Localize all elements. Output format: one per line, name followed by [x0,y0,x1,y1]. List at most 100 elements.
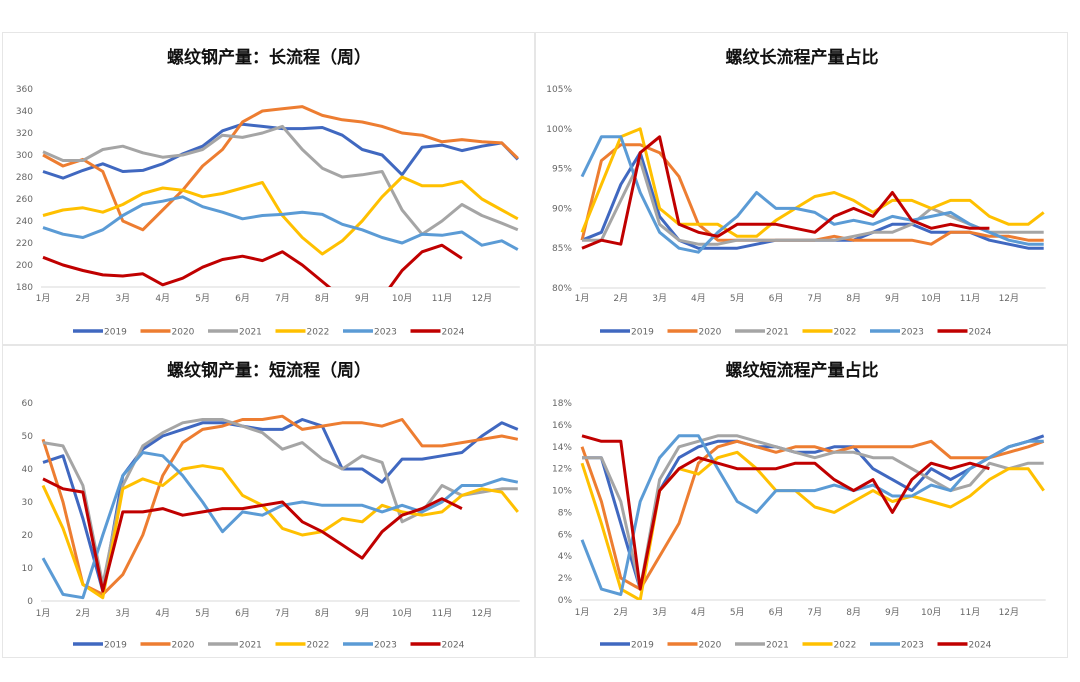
legend-label-2019: 2019 [104,641,127,651]
x-tick-label: 12月 [999,293,1019,304]
x-tick-label: 1月 [575,293,590,304]
chart-short-process-share: 螺纹短流程产量占比 0% 2% 4% 6% 8% 10% 12% 14% 16% 18% 1月 2月 3月… [552,360,1046,651]
series-line-2023 [580,434,1044,596]
y-tick-label: 14% [552,443,572,453]
y-tick-label: 340 [16,107,33,117]
chart-title: 螺纹短流程产量占比 [726,360,879,381]
x-tick-label: 8月 [315,608,330,619]
series-line-2024 [581,135,990,250]
legend-label-2019: 2019 [631,328,654,338]
series-line-2023 [580,135,1044,254]
chart-panel-short-process-share: 螺纹短流程产量占比 0% 2% 4% 6% 8% 10% 12% 14% 16% 18% 1月 2月 3月… [535,345,1068,658]
chart-panel-long-process-output: 螺纹钢产量：长流程（周） 180 200 220 240 260 280 300 320 340 3… [2,32,535,345]
series-line-2024 [42,477,463,593]
x-tick-label: 9月 [355,608,370,619]
x-tick-label: 10月 [921,607,941,618]
x-tick-label: 8月 [846,293,861,304]
x-tick-label: 5月 [730,293,745,304]
legend-label-2019: 2019 [104,328,127,338]
x-tick-label: 7月 [275,608,290,619]
y-tick-label: 85% [552,244,572,254]
legend-label-2021: 2021 [766,328,789,338]
x-tick-label: 5月 [195,293,210,304]
series-line-2020 [580,439,1045,591]
series-line-2021 [42,418,518,586]
series-line-2020 [42,105,519,232]
y-tick-label: 50 [22,432,34,442]
y-tick-label: 20 [22,531,34,541]
x-tick-label: 6月 [769,293,784,304]
y-tick-label: 60 [22,399,34,409]
chart-panel-long-process-share: 螺纹长流程产量占比 80% 85% 90% 95% 100% 105% 1月 2月 3月 4月 5月 6… [535,32,1068,345]
x-tick-label: 3月 [115,608,130,619]
x-tick-label: 11月 [960,607,980,618]
legend-label-2020: 2020 [699,641,722,651]
series-line-2021 [582,434,1044,591]
x-tick-label: 7月 [807,607,822,618]
x-tick-label: 2月 [613,293,628,304]
y-tick-label: 10% [552,487,572,497]
x-tick-label: 4月 [155,608,170,619]
legend-label-2022: 2022 [834,328,857,338]
series-line-2024 [42,243,463,287]
x-tick-label: 4月 [155,293,170,304]
y-tick-label: 16% [552,421,572,431]
legend-label-2024: 2024 [442,641,465,651]
y-tick-label: 95% [552,165,572,175]
y-tick-label: 320 [16,129,33,139]
series-line-2021 [42,124,519,236]
legend-label-2024: 2024 [969,328,992,338]
chart-long-process-output: 螺纹钢产量：长流程（周） 180 200 220 240 260 280 300 320 340 3… [16,47,520,338]
y-tick-label: 2% [558,574,573,584]
chart-title: 螺纹长流程产量占比 [726,47,879,68]
x-tick-label: 1月 [36,608,51,619]
y-tick-label: 30 [22,498,34,508]
y-tick-label: 18% [552,399,572,409]
x-tick-label: 9月 [885,607,900,618]
legend-label-2019: 2019 [631,641,654,651]
legend-label-2024: 2024 [442,328,465,338]
y-tick-label: 80% [552,284,572,294]
legend-label-2022: 2022 [834,641,857,651]
x-tick-label: 3月 [652,607,667,618]
y-tick-label: 40 [22,465,34,475]
series-line-2019 [42,122,519,180]
legend-label-2023: 2023 [374,328,397,338]
y-tick-label: 220 [16,239,33,249]
x-tick-label: 11月 [432,608,452,619]
legend-label-2021: 2021 [239,328,262,338]
x-tick-label: 9月 [885,293,900,304]
x-tick-label: 1月 [575,607,590,618]
x-tick-label: 4月 [691,607,706,618]
y-tick-label: 4% [558,552,573,562]
y-tick-label: 300 [16,151,33,161]
legend-label-2020: 2020 [172,641,195,651]
legend-label-2021: 2021 [766,641,789,651]
x-tick-label: 8月 [315,293,330,304]
chart-panel-short-process-output: 螺纹钢产量：短流程（周） 0 10 20 30 40 50 60 1月 2月 3月 4月 5月 6月 7月 8… [2,345,535,658]
x-tick-label: 12月 [472,293,492,304]
legend-label-2021: 2021 [239,641,262,651]
y-tick-label: 12% [552,465,572,475]
x-tick-label: 7月 [275,293,290,304]
y-tick-label: 90% [552,204,572,214]
series-line-2020 [41,414,519,596]
x-tick-label: 9月 [355,293,370,304]
x-tick-label: 7月 [807,293,822,304]
x-tick-label: 4月 [691,293,706,304]
x-tick-label: 3月 [652,293,667,304]
legend-label-2022: 2022 [307,641,330,651]
legend-label-2023: 2023 [901,641,924,651]
chart-title: 螺纹钢产量：短流程（周） [167,360,371,381]
series-line-2022 [580,127,1045,238]
legend-label-2023: 2023 [901,328,924,338]
x-tick-label: 5月 [730,607,745,618]
legend-label-2022: 2022 [307,328,330,338]
x-tick-label: 8月 [846,607,861,618]
chart-long-process-share: 螺纹长流程产量占比 80% 85% 90% 95% 100% 105% 1月 2月 3月 4月 5月 6… [546,47,1046,338]
y-tick-label: 260 [16,195,33,205]
x-tick-label: 6月 [235,608,250,619]
x-tick-label: 6月 [235,293,250,304]
x-tick-label: 10月 [392,293,412,304]
x-tick-label: 2月 [76,608,91,619]
